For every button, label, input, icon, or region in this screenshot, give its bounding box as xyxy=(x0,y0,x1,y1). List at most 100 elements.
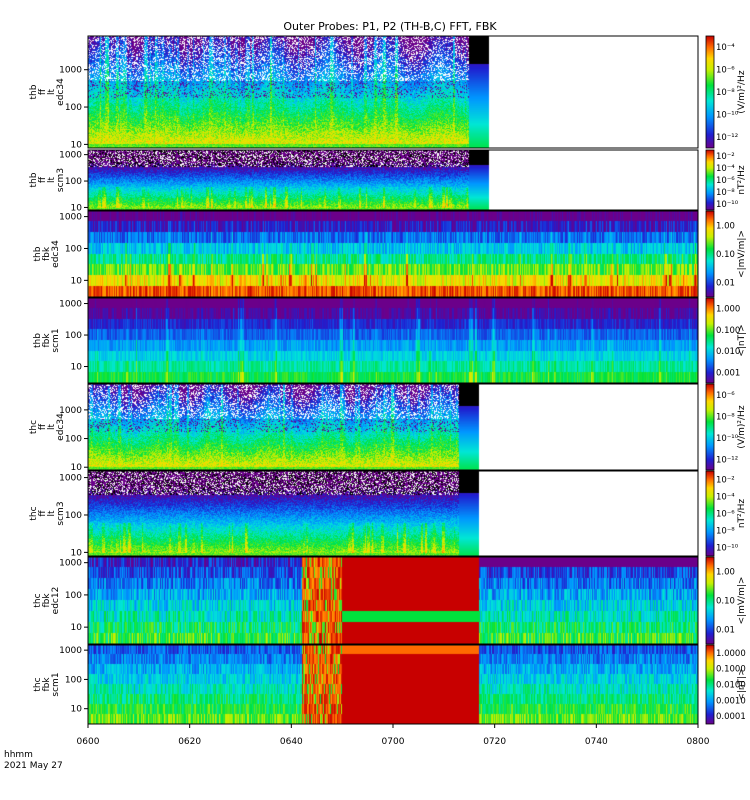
panel-ylabel: edc34 xyxy=(56,413,66,441)
panel-ylabel: fbk xyxy=(42,333,52,348)
y-tick-label: 100 xyxy=(65,331,82,341)
y-tick-label: 1000 xyxy=(59,559,82,569)
colorbar xyxy=(705,297,715,384)
colorbar-tick: 10⁻⁸ xyxy=(716,412,735,422)
colorbar-tick: 10⁻² xyxy=(716,476,735,486)
x-tick-label: 0800 xyxy=(687,737,710,747)
panel-ylabel: fbk xyxy=(42,246,52,261)
x-tick-label: 0720 xyxy=(483,737,506,747)
spectrogram-raster xyxy=(88,645,698,724)
colorbar-tick: 0.0010 xyxy=(716,696,746,706)
page-title: Outer Probes: P1, P2 (TH-B,C) FFT, FBK xyxy=(283,20,497,33)
colorbar-tick: 10⁻⁴ xyxy=(716,493,735,503)
x-tick-label: 0600 xyxy=(77,737,100,747)
spectrogram-panel: 10 100 1000 thb ff lt edc34 10⁻¹² 10⁻¹⁰ 10⁻⁸ 10⁻⁶ 1… xyxy=(29,35,747,150)
colorbar xyxy=(705,35,715,149)
colorbar-tick: 1.00 xyxy=(716,568,735,578)
y-tick-label: 100 xyxy=(65,103,82,113)
colorbar-tick: 0.10 xyxy=(716,250,735,260)
spectrogram-panel: 10 100 1000 thb fbk edc34 0.01 0.10 1.00<|mV/m|> xyxy=(33,210,747,298)
colorbar-tick: 10⁻⁴ xyxy=(716,43,735,53)
panel-frame xyxy=(87,383,699,471)
y-tick-label: 10 xyxy=(71,140,83,150)
colorbar-tick: 10⁻⁶ xyxy=(716,66,735,76)
colorbar-tick: 1.00 xyxy=(716,221,735,231)
colorbar xyxy=(705,149,715,211)
y-tick-label: 10 xyxy=(71,463,83,473)
y-tick-label: 1000 xyxy=(59,300,82,310)
colorbar-tick: 10⁻⁶ xyxy=(716,176,735,186)
panel-ylabel: thb xyxy=(29,172,39,187)
colorbar xyxy=(705,644,715,725)
colorbar xyxy=(705,210,715,298)
colorbar-tick: 0.100 xyxy=(716,326,740,336)
colorbar-tick: 0.0001 xyxy=(716,712,746,722)
colorbar-tick: 10⁻⁶ xyxy=(716,510,735,520)
y-tick-label: 100 xyxy=(65,511,82,521)
panel-ylabel: lt xyxy=(47,424,57,431)
colorbar-label: nT²/Hz xyxy=(737,165,747,195)
spectrogram-raster xyxy=(88,557,698,644)
colorbar-tick: 10⁻¹² xyxy=(716,455,738,465)
panel-ylabel: thc xyxy=(33,677,43,691)
panel-ylabel: scm1 xyxy=(51,672,61,696)
panel-frame xyxy=(87,556,699,645)
y-tick-label: 1000 xyxy=(59,474,82,484)
panel-frame xyxy=(87,470,699,557)
spectrogram-raster xyxy=(88,36,698,148)
spectrogram-raster xyxy=(88,384,698,470)
panel-ylabel: thb xyxy=(33,333,43,348)
panel-ylabel: ff xyxy=(38,176,48,183)
y-tick-label: 100 xyxy=(65,591,82,601)
panel-ylabel: lt xyxy=(47,89,57,96)
colorbar xyxy=(705,383,715,471)
colorbar-label: <|mV/m|> xyxy=(737,577,747,625)
y-tick-label: 10 xyxy=(71,705,83,715)
y-tick-label: 100 xyxy=(65,244,82,254)
x-tick-label: 0700 xyxy=(382,737,405,747)
spectrogram-raster xyxy=(88,298,698,383)
colorbar-tick: 10⁻⁴ xyxy=(716,164,735,174)
spectrogram-panel: 10 100 1000 thc ff lt scm3 10⁻¹⁰ 10⁻⁸ 10⁻⁶ 10⁻⁴ 10⁻… xyxy=(29,470,747,558)
panel-ylabel: lt xyxy=(47,177,57,184)
colorbar-tick: 10⁻⁸ xyxy=(716,527,735,537)
y-tick-label: 1000 xyxy=(59,213,82,223)
spectrogram-panel: 10 100 1000 thb ff lt scm3 10⁻¹⁰ 10⁻⁸ 10⁻⁶ 10⁻⁴ 10⁻… xyxy=(29,149,747,213)
colorbar-tick: 10⁻⁸ xyxy=(716,188,735,198)
colorbar-tick: 0.010 xyxy=(716,347,740,357)
panel-ylabel: ff xyxy=(38,510,48,517)
colorbar-tick: 10⁻¹⁰ xyxy=(716,544,739,554)
footer-date: 2021 May 27 xyxy=(4,761,63,771)
colorbar-tick: 0.0100 xyxy=(716,681,746,691)
panel-ylabel: ff xyxy=(38,88,48,95)
spectrogram-raster xyxy=(88,471,698,556)
colorbar-label: nT²/Hz xyxy=(737,499,747,529)
panel-ylabel: thc xyxy=(33,593,43,607)
time-axis: 0600 0620 0640 0700 0720 0740 0800 xyxy=(77,724,710,747)
panel-frame xyxy=(87,210,699,298)
panel-ylabel: edc12 xyxy=(51,587,61,615)
colorbar-tick: 0.001 xyxy=(716,368,740,378)
panel-ylabel: ff xyxy=(38,423,48,430)
y-tick-label: 1000 xyxy=(59,66,82,76)
colorbar-tick: 10⁻² xyxy=(716,152,735,162)
colorbar xyxy=(705,556,715,645)
colorbar-tick: 10⁻⁸ xyxy=(716,88,735,98)
x-tick-label: 0740 xyxy=(585,737,608,747)
y-tick-label: 10 xyxy=(71,203,83,213)
spectrogram-raster xyxy=(88,150,698,210)
colorbar-tick: 0.10 xyxy=(716,597,735,607)
panel-frame xyxy=(87,35,699,149)
panel-ylabel: scm3 xyxy=(56,168,66,192)
colorbar-label: <|nT|> xyxy=(737,324,747,356)
panel-ylabel: scm3 xyxy=(56,501,66,525)
spectrogram-panel: 10 100 1000 thc ff lt edc34 10⁻¹² 10⁻¹⁰ 10⁻⁸ 10⁻⁶(… xyxy=(29,383,747,473)
spectrogram-panel: 10 100 1000 thc fbk edc12 0.01 0.10 1.00<|mV/m|> xyxy=(33,556,747,645)
colorbar-label: (V/m)²/Hz xyxy=(737,70,747,113)
y-tick-label: 100 xyxy=(65,675,82,685)
panel-ylabel: thb xyxy=(33,246,43,261)
colorbar-tick: 10⁻¹⁰ xyxy=(716,110,739,120)
y-tick-label: 1000 xyxy=(59,406,82,416)
colorbar-label: (V/m)²/Hz xyxy=(737,405,747,448)
